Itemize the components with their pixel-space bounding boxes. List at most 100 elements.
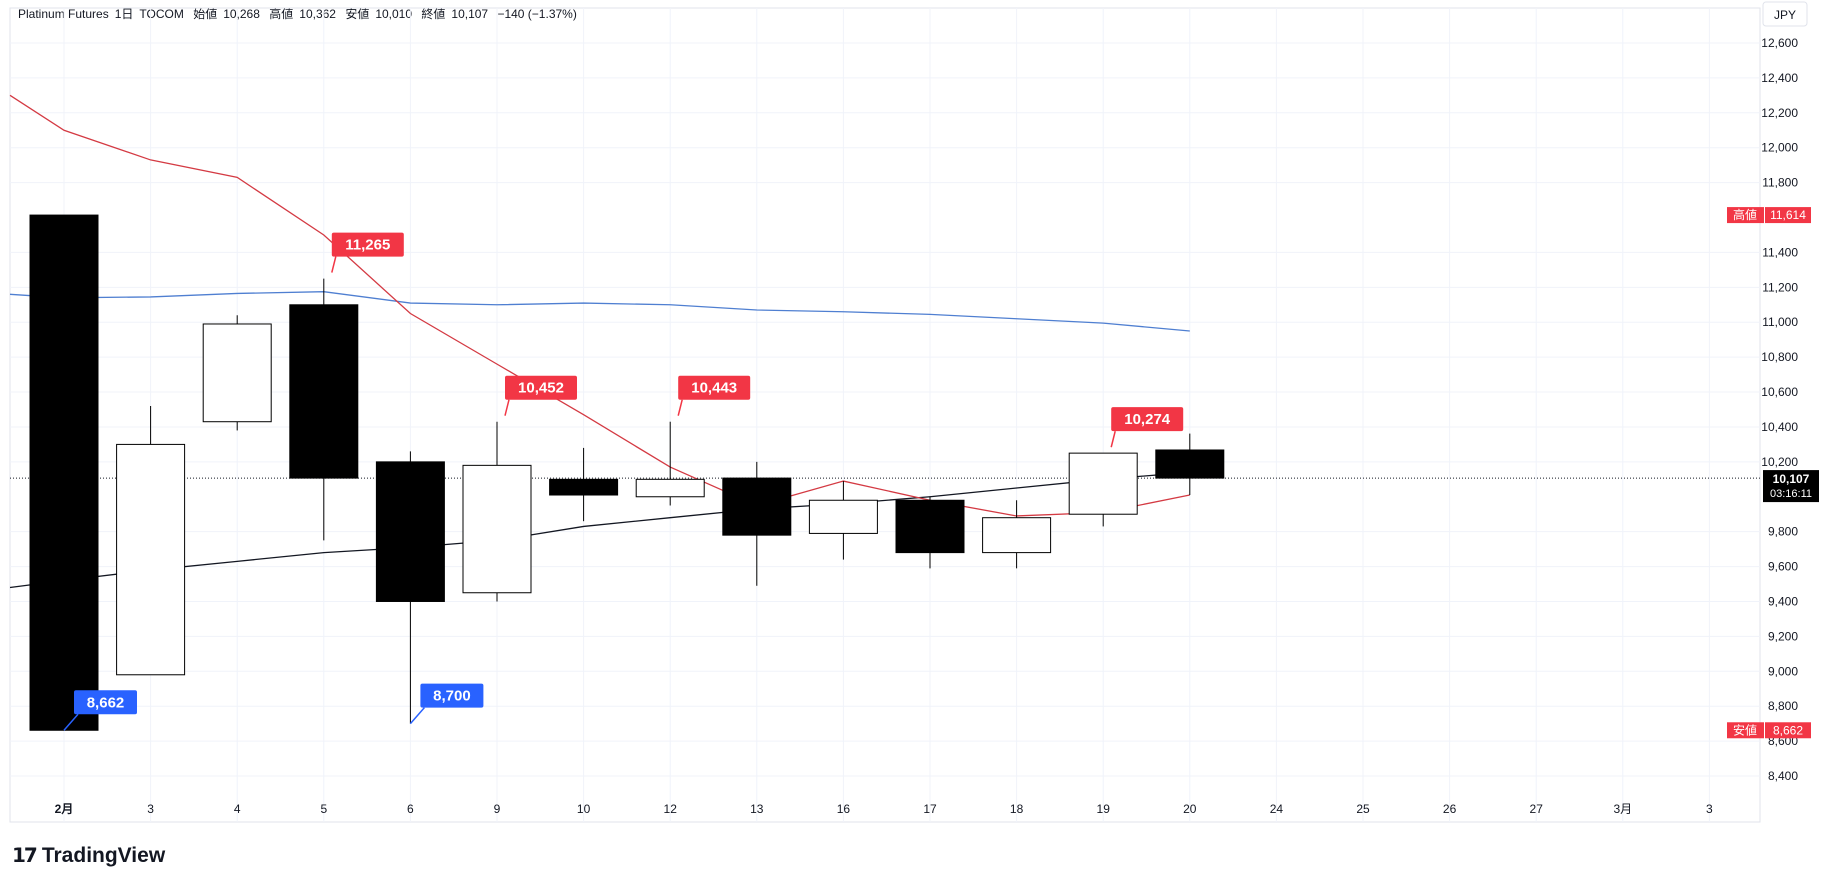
time-tick-label: 3 [1706,802,1713,816]
tradingview-logo[interactable]: 𝟭𝟳 TradingView [12,843,165,868]
open-value: 10,268 [223,7,260,21]
price-tick-label: 10,600 [1761,385,1798,399]
low-marker-label: 安値 [1733,722,1757,737]
price-tick-label: 9,000 [1768,664,1798,678]
time-tick-label: 19 [1097,802,1111,816]
price-tick-label: 9,400 [1768,594,1798,608]
price-tick-label: 9,200 [1768,629,1798,643]
price-tick-label: 11,200 [1762,280,1798,294]
high-label: 高値 [269,7,294,21]
time-tick-label: 16 [837,802,851,816]
price-tick-label: 12,400 [1761,71,1798,85]
time-tick-label: 17 [923,802,937,816]
price-callout-label: 10,443 [691,380,737,397]
tradingview-brand: TradingView [41,843,166,867]
price-tick-label: 9,600 [1768,560,1798,574]
time-tick-label: 25 [1356,802,1370,816]
candle-body[interactable] [375,461,445,602]
high-marker-value-box [1765,207,1811,224]
price-tick-label: 10,400 [1761,420,1798,434]
open-label: 始値 [193,7,218,21]
callout-pointer [504,399,510,416]
price-callout-label: 8,700 [433,688,471,705]
price-callout [678,375,751,400]
low-marker-value-box [1765,722,1811,739]
candle-body[interactable] [808,499,878,534]
price-tick-label: 11,400 [1762,245,1798,259]
candle-body[interactable] [1068,452,1138,515]
plot-border [9,7,1761,823]
time-tick-label: 2月 [55,802,74,816]
high-marker-label-box [1727,207,1764,224]
price-tick-label: 12,600 [1761,36,1798,50]
current-price-box [1763,470,1819,503]
price-tick-label: 9,800 [1768,525,1798,539]
moving-average-red-line [9,94,1190,517]
close-label: 終値 [421,7,446,21]
time-tick-label: 9 [494,802,501,816]
time-tick-label: 3月 [1613,802,1632,816]
close-value: 10,107 [451,7,489,21]
candle-body[interactable] [722,477,792,536]
candle-body[interactable] [635,478,705,498]
time-tick-label: 12 [664,802,678,816]
time-tick-label: 26 [1443,802,1457,816]
callout-pointer [1110,430,1116,448]
current-price-value: 10,107 [1773,472,1810,486]
currency-button[interactable] [1762,1,1808,27]
price-callout-label: 10,452 [518,380,564,397]
price-tick-label: 11,000 [1762,315,1798,329]
price-tick-label: 10,800 [1761,350,1798,364]
interval[interactable]: 1日 [114,7,134,21]
high-value: 10,362 [299,7,336,21]
candle-body[interactable] [462,464,532,594]
moving-average-blue-line [9,291,1190,332]
candle-body[interactable] [1155,449,1225,479]
price-tick-label: 12,200 [1761,106,1798,120]
candle-body[interactable] [29,214,99,731]
low-label: 安値 [345,7,370,21]
time-tick-label: 3 [147,802,154,816]
time-tick-label: 10 [577,802,591,816]
candle-body[interactable] [202,323,272,423]
time-tick-label: 6 [407,802,414,816]
price-tick-label: 12,000 [1761,141,1798,155]
candle-body[interactable] [116,443,186,676]
time-tick-label: 4 [234,802,241,816]
time-tick-label: 13 [750,802,764,816]
low-value: 10,010 [375,7,413,21]
price-callout-label: 11,265 [345,237,390,254]
candle-body[interactable] [549,478,619,496]
time-tick-label: 20 [1183,802,1197,816]
candle-body[interactable] [982,517,1052,554]
price-callout [420,683,484,708]
callout-pointer [63,713,79,731]
price-callout [74,690,137,715]
price-callout [505,375,577,400]
callout-pointer [331,256,337,273]
candle-body[interactable] [289,304,359,479]
time-tick-label: 24 [1270,802,1284,816]
price-callout [331,232,404,257]
time-tick-label: 5 [320,802,327,816]
high-marker-label: 高値 [1733,207,1757,222]
price-tick-label: 11,800 [1762,176,1798,190]
callout-pointer [409,707,425,725]
countdown-timer: 03:16:11 [1770,488,1812,500]
price-tick-label: 10,200 [1761,455,1798,469]
callout-pointer [677,399,683,416]
low-marker-value: 8,662 [1773,723,1803,737]
price-tick-label: 8,800 [1768,699,1798,713]
symbol-name[interactable]: Platinum Futures [18,7,109,21]
candle-body[interactable] [895,499,965,554]
currency-label: JPY [1774,8,1796,22]
price-callout-label: 10,274 [1124,411,1171,428]
tradingview-logo-icon: 𝟭𝟳 [12,845,38,867]
time-tick-label: 18 [1010,802,1024,816]
low-marker-label-box [1727,722,1764,739]
price-tick-label: 8,400 [1768,769,1798,783]
time-tick-label: 27 [1530,802,1544,816]
price-callout-label: 8,662 [87,694,125,711]
price-callout [1111,407,1184,432]
